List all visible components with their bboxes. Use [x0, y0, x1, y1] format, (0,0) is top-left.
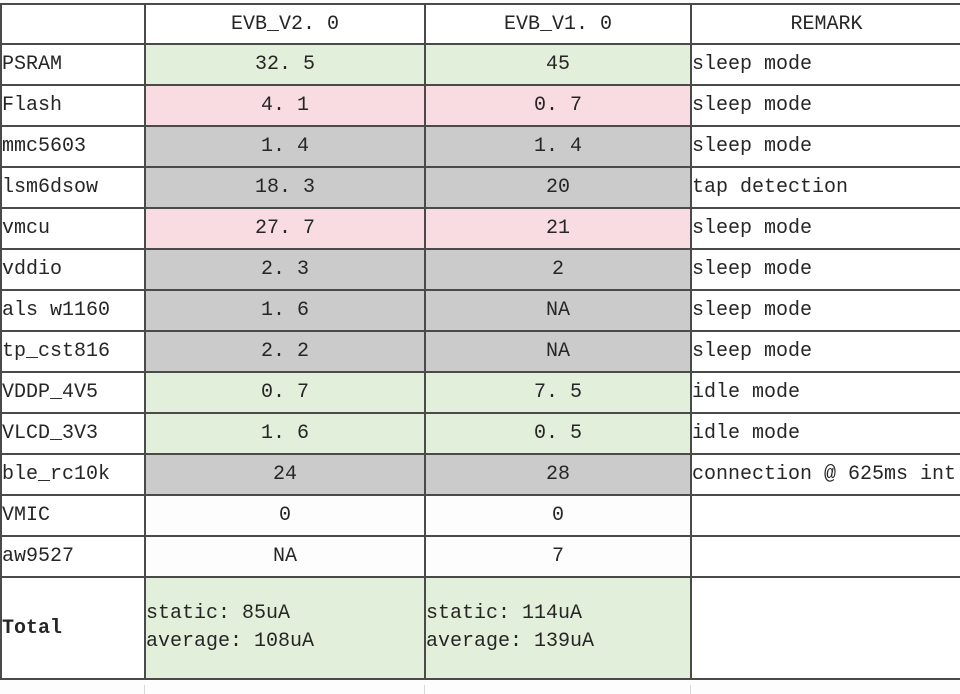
table-row: ble_rc10k 24 28 connection @ 625ms int	[0, 453, 960, 496]
remark-cell[interactable]	[690, 494, 960, 537]
remark-cell[interactable]	[690, 535, 960, 578]
table-row: vmcu 27. 7 21 sleep mode	[0, 207, 960, 250]
remark-cell[interactable]: sleep mode	[690, 289, 960, 332]
evb-v2-cell[interactable]: 1. 6	[144, 412, 426, 455]
header-row: EVB_V2. 0 EVB_V1. 0 REMARK	[0, 3, 960, 45]
total-v2-average: average: 108uA	[146, 630, 315, 653]
faint-gridline	[424, 685, 425, 694]
row-label-cell[interactable]: lsm6dsow	[0, 166, 146, 209]
evb-v2-cell[interactable]: 27. 7	[144, 207, 426, 250]
evb-v2-cell[interactable]: 0. 7	[144, 371, 426, 414]
row-label-cell[interactable]: VMIC	[0, 494, 146, 537]
header-remark-cell[interactable]: REMARK	[690, 3, 960, 45]
evb-v2-cell[interactable]: NA	[144, 535, 426, 578]
table-row: VMIC 0 0	[0, 494, 960, 537]
table-row: als w1160 1. 6 NA sleep mode	[0, 289, 960, 332]
evb-v1-cell[interactable]: 0	[424, 494, 692, 537]
row-label-cell[interactable]: als w1160	[0, 289, 146, 332]
evb-v2-cell[interactable]: 24	[144, 453, 426, 496]
evb-v2-cell[interactable]: 0	[144, 494, 426, 537]
evb-v1-cell[interactable]: 1. 4	[424, 125, 692, 168]
row-label-cell[interactable]: mmc5603	[0, 125, 146, 168]
table-row: tp_cst816 2. 2 NA sleep mode	[0, 330, 960, 373]
row-label-cell[interactable]: VLCD_3V3	[0, 412, 146, 455]
header-evb-v2-cell[interactable]: EVB_V2. 0	[144, 3, 426, 45]
faint-gridline	[144, 685, 145, 694]
row-label-cell[interactable]: vddio	[0, 248, 146, 291]
total-evb-v2-cell[interactable]: static: 85uA average: 108uA	[144, 576, 426, 680]
total-v1-static: static: 114uA	[426, 602, 583, 625]
evb-v1-cell[interactable]: NA	[424, 330, 692, 373]
table-row: VLCD_3V3 1. 6 0. 5 idle mode	[0, 412, 960, 455]
table-row: Flash 4. 1 0. 7 sleep mode	[0, 84, 960, 127]
header-label-cell[interactable]	[0, 3, 146, 45]
evb-v2-cell[interactable]: 18. 3	[144, 166, 426, 209]
remark-cell[interactable]: idle mode	[690, 412, 960, 455]
table-row: mmc5603 1. 4 1. 4 sleep mode	[0, 125, 960, 168]
evb-v1-cell[interactable]: 0. 5	[424, 412, 692, 455]
table-row: VDDP_4V5 0. 7 7. 5 idle mode	[0, 371, 960, 414]
evb-v2-cell[interactable]: 32. 5	[144, 43, 426, 86]
evb-v1-cell[interactable]: 21	[424, 207, 692, 250]
row-label-cell[interactable]: aw9527	[0, 535, 146, 578]
evb-v2-cell[interactable]: 2. 3	[144, 248, 426, 291]
remark-cell[interactable]: idle mode	[690, 371, 960, 414]
evb-v1-cell[interactable]: 45	[424, 43, 692, 86]
row-label-cell[interactable]: vmcu	[0, 207, 146, 250]
table-row: PSRAM 32. 5 45 sleep mode	[0, 43, 960, 86]
faint-gridline	[690, 685, 691, 694]
table-row: vddio 2. 3 2 sleep mode	[0, 248, 960, 291]
remark-cell[interactable]: sleep mode	[690, 207, 960, 250]
remark-cell[interactable]: sleep mode	[690, 43, 960, 86]
total-label-cell[interactable]: Total	[0, 576, 146, 680]
remark-cell[interactable]: sleep mode	[690, 84, 960, 127]
row-label-cell[interactable]: PSRAM	[0, 43, 146, 86]
total-evb-v1-cell[interactable]: static: 114uA average: 139uA	[424, 576, 692, 680]
header-evb-v1-cell[interactable]: EVB_V1. 0	[424, 3, 692, 45]
remark-cell[interactable]: connection @ 625ms int	[690, 453, 960, 496]
table-row-total: Total static: 85uA average: 108uA static…	[0, 576, 960, 680]
remark-cell[interactable]: tap detection	[690, 166, 960, 209]
table-row: aw9527 NA 7	[0, 535, 960, 578]
total-remark-cell[interactable]	[690, 576, 960, 680]
row-label-cell[interactable]: tp_cst816	[0, 330, 146, 373]
evb-v1-cell[interactable]: 28	[424, 453, 692, 496]
row-label-cell[interactable]: Flash	[0, 84, 146, 127]
evb-v1-cell[interactable]: 7. 5	[424, 371, 692, 414]
remark-cell[interactable]: sleep mode	[690, 248, 960, 291]
evb-v2-cell[interactable]: 2. 2	[144, 330, 426, 373]
evb-v1-cell[interactable]: 2	[424, 248, 692, 291]
evb-v1-cell[interactable]: 0. 7	[424, 84, 692, 127]
evb-v2-cell[interactable]: 1. 4	[144, 125, 426, 168]
evb-v1-cell[interactable]: 7	[424, 535, 692, 578]
row-label-cell[interactable]: ble_rc10k	[0, 453, 146, 496]
remark-cell[interactable]: sleep mode	[690, 125, 960, 168]
table-row: lsm6dsow 18. 3 20 tap detection	[0, 166, 960, 209]
evb-v2-cell[interactable]: 4. 1	[144, 84, 426, 127]
power-comparison-table: EVB_V2. 0 EVB_V1. 0 REMARK PSRAM 32. 5 4…	[0, 3, 960, 680]
evb-v1-cell[interactable]: 20	[424, 166, 692, 209]
row-label-cell[interactable]: VDDP_4V5	[0, 371, 146, 414]
total-v1-average: average: 139uA	[426, 630, 595, 653]
evb-v1-cell[interactable]: NA	[424, 289, 692, 332]
total-v2-static: static: 85uA	[146, 602, 291, 625]
remark-cell[interactable]: sleep mode	[690, 330, 960, 373]
evb-v2-cell[interactable]: 1. 6	[144, 289, 426, 332]
